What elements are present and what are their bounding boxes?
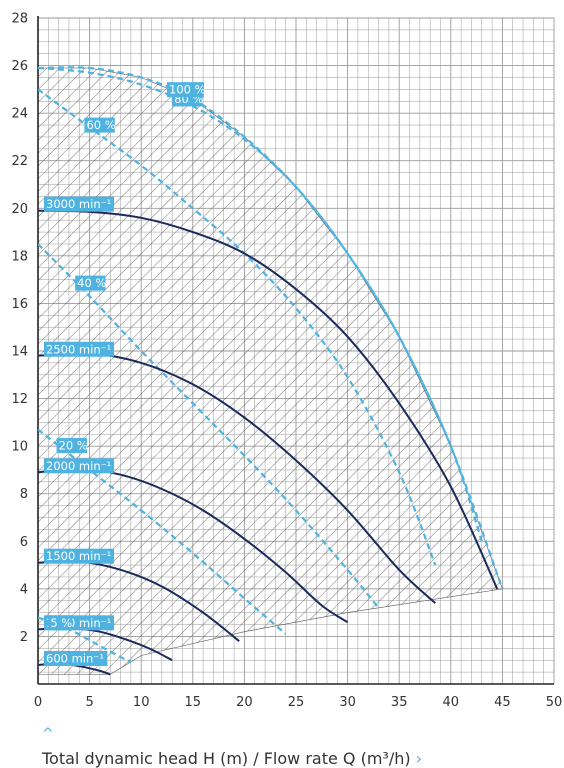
chevron-up-icon: ^ xyxy=(42,726,54,742)
y-tick-label: 6 xyxy=(20,535,28,550)
curve-label-bg xyxy=(44,548,114,564)
efficiency-curve xyxy=(38,243,380,609)
efficiency-curve xyxy=(38,88,437,566)
curve-label: 40 % xyxy=(77,276,106,290)
curve-label-bg xyxy=(44,458,114,474)
x-tick-label: 25 xyxy=(288,695,305,710)
y-tick-label: 28 xyxy=(11,12,28,27)
curve-label-bg xyxy=(75,275,106,291)
chevron-right-icon: › xyxy=(415,749,423,768)
y-tick-label: 14 xyxy=(11,345,28,360)
efficiency-curve xyxy=(38,66,483,542)
curve-label: 600 min⁻¹ xyxy=(46,651,104,665)
curve-label-badge: 2500 min⁻¹ xyxy=(44,341,114,357)
x-tick-label: 20 xyxy=(236,695,253,710)
x-axis-label-text: Total dynamic head H (m) / Flow rate Q (… xyxy=(42,749,411,768)
curve-label-badge: 2000 min⁻¹ xyxy=(44,458,114,474)
curve-label-badge: 40 % xyxy=(75,275,106,291)
y-tick-label: 16 xyxy=(11,297,28,312)
y-tick-label: 8 xyxy=(20,487,28,502)
curve-label: 100 % xyxy=(169,83,206,97)
operating-region-hatch xyxy=(38,67,503,675)
operating-region xyxy=(38,67,503,675)
curve-label-bg xyxy=(44,650,108,666)
curve-label-bg xyxy=(56,438,87,454)
y-tick-label: 18 xyxy=(11,249,28,264)
efficiency-curve xyxy=(38,66,504,590)
y-tick-label: 10 xyxy=(11,440,28,455)
tick-labels: 0 5 10 15 20 25 30 35 40 45 5024681012141618202224… xyxy=(11,12,562,711)
curves xyxy=(38,66,504,676)
curve-label-badge: 1500 min⁻¹ xyxy=(44,548,114,564)
x-axis-label: Total dynamic head H (m) / Flow rate Q (… xyxy=(42,749,422,768)
curve-label-badge: 5 % xyxy=(48,615,73,631)
y-tick-label: 20 xyxy=(11,202,28,217)
curve-label-bg xyxy=(84,117,115,133)
speed-curve xyxy=(38,209,499,590)
curve-label: 3000 min⁻¹ xyxy=(46,197,111,211)
curve-label-bg xyxy=(48,615,73,631)
curve-label-badge: 3000 min⁻¹ xyxy=(44,196,114,212)
curve-label-badge: 100 % xyxy=(167,82,206,98)
curve-label-bg xyxy=(44,341,114,357)
y-tick-label: 2 xyxy=(20,630,28,645)
y-tick-label: 12 xyxy=(11,392,28,407)
curve-label: 2000 min⁻¹ xyxy=(46,459,111,473)
curve-label-badge: 20 % xyxy=(56,438,88,454)
curve-label: 20 % xyxy=(59,439,88,453)
y-tick-label: 22 xyxy=(11,154,28,169)
y-tick-label: 26 xyxy=(11,59,28,74)
x-tick-label: 35 xyxy=(391,695,408,710)
curve-label-bg xyxy=(167,82,204,98)
y-tick-label: 4 xyxy=(20,582,28,597)
x-tick-label: 10 xyxy=(133,695,150,710)
efficiency-curve xyxy=(38,428,287,635)
x-tick-label: 0 xyxy=(34,695,42,710)
x-tick-label: 5 xyxy=(85,695,93,710)
curve-label: 2500 min⁻¹ xyxy=(46,342,111,356)
x-tick-label: 40 xyxy=(443,695,460,710)
curve-label-bg xyxy=(44,196,114,212)
x-tick-label: 30 xyxy=(339,695,356,710)
y-tick-label: 24 xyxy=(11,107,28,122)
curve-label-badge: 60 % xyxy=(84,117,116,133)
axes xyxy=(37,16,554,685)
curve-label: 5 % xyxy=(50,616,72,630)
curve-label-badge: 600 min⁻¹ xyxy=(44,650,108,666)
curve-label: 60 % xyxy=(86,118,115,132)
x-tick-label: 50 xyxy=(546,695,563,710)
x-tick-label: 45 xyxy=(494,695,511,710)
x-tick-label: 15 xyxy=(185,695,202,710)
curve-label: 1500 min⁻¹ xyxy=(46,549,111,563)
